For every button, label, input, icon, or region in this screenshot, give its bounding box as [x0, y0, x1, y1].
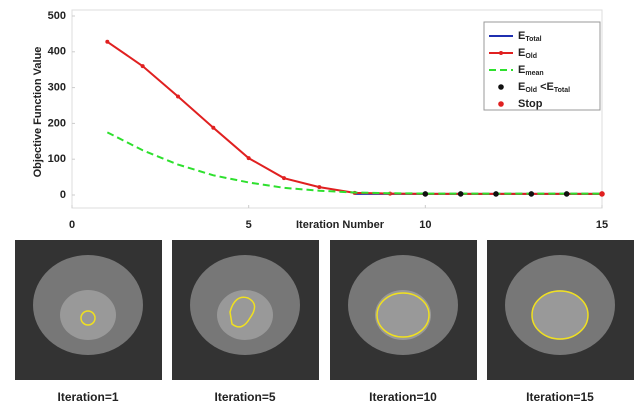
mri-image [15, 240, 162, 380]
legend-text: Stop [518, 98, 543, 110]
point [317, 185, 322, 190]
point [140, 64, 145, 69]
legend-swatch [498, 101, 504, 107]
mri-image [487, 240, 634, 380]
legend-subscript: Total [554, 87, 570, 94]
point [493, 191, 499, 197]
x-tick-label: 5 [246, 219, 252, 231]
legend-text: E [518, 64, 525, 76]
plot-frame [71, 9, 603, 209]
legend-text: E [518, 81, 525, 93]
legend-subscript: Old [525, 87, 537, 94]
legend-subscript: mean [525, 70, 543, 77]
image-caption: Iteration=15 [526, 390, 594, 404]
mri-images [15, 240, 634, 380]
y-tick-label: 500 [48, 10, 66, 22]
series-line [106, 131, 602, 195]
point [246, 156, 251, 161]
legend-text: <E [537, 81, 554, 93]
point [563, 191, 570, 197]
legend-swatch [499, 51, 503, 55]
point [105, 39, 110, 44]
y-tick-label: 200 [48, 117, 66, 129]
legend-label: EOld <ETotal [518, 81, 570, 94]
image-caption: Iteration=5 [214, 390, 275, 404]
legend-label: Emean [518, 64, 544, 77]
x-tick-label: 10 [419, 219, 431, 231]
y-tick-label: 400 [48, 46, 66, 58]
x-axis-label: Iteration Number [296, 219, 385, 231]
y-tick-label: 300 [48, 82, 66, 94]
point [528, 191, 535, 197]
point [599, 191, 605, 197]
legend-subscript: Total [525, 36, 541, 43]
legend-text: E [518, 47, 525, 59]
mri-image [172, 240, 319, 380]
image-caption: Iteration=10 [369, 390, 437, 404]
legend-label: Stop [518, 98, 543, 110]
point [176, 94, 180, 99]
point [457, 191, 464, 197]
y-tick-label: 0 [60, 189, 66, 201]
legend-label: EOld [518, 47, 537, 60]
point [211, 125, 216, 130]
legend-subscript: Old [525, 53, 537, 60]
legend-swatch [498, 84, 504, 90]
x-tick-label: 0 [69, 219, 75, 231]
x-tick-label: 15 [596, 219, 608, 231]
y-tick-label: 100 [48, 153, 66, 165]
image-caption: Iteration=1 [57, 390, 118, 404]
mri-image [330, 240, 477, 380]
point [282, 176, 286, 181]
legend-label: ETotal [518, 30, 542, 43]
y-axis-label: Objective Function Value [32, 47, 44, 178]
point [422, 191, 429, 197]
legend-text: E [518, 30, 525, 42]
